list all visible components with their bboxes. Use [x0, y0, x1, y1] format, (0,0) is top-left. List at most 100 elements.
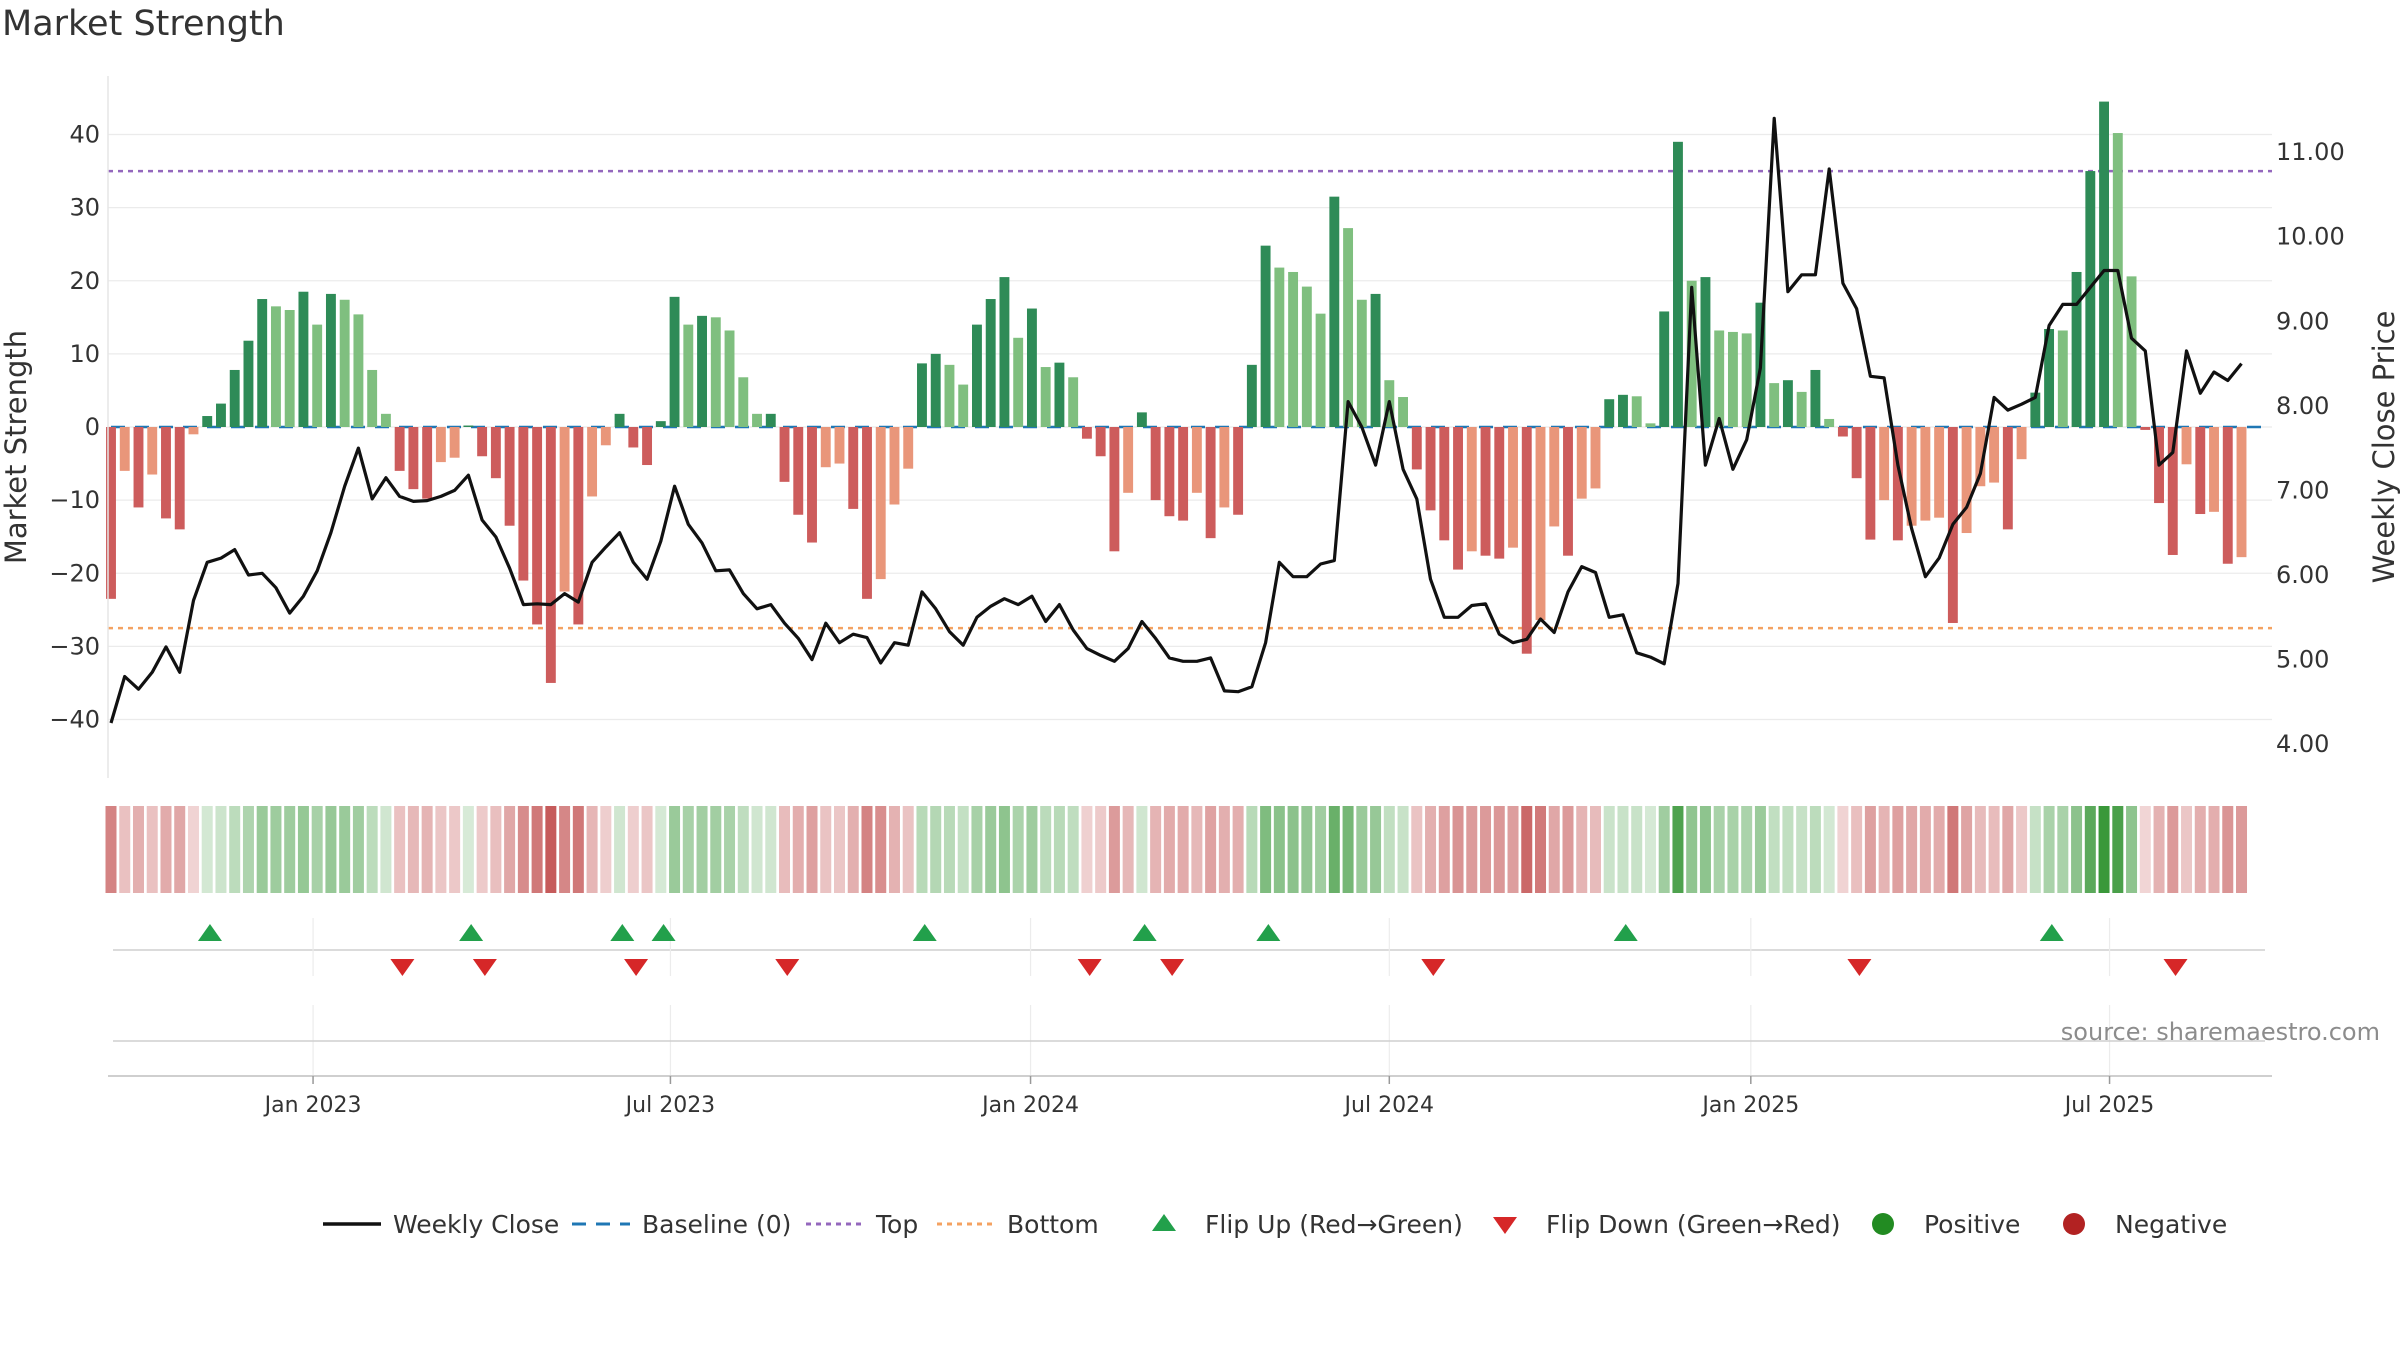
- right-axis-title: Weekly Close Price: [2367, 311, 2400, 584]
- heat-cell: [339, 806, 351, 893]
- strength-bar: [1026, 308, 1037, 427]
- heat-cell: [1548, 806, 1560, 893]
- heat-cell: [2236, 806, 2248, 893]
- strength-bar: [820, 427, 831, 468]
- strength-bar: [1618, 394, 1628, 427]
- strength-bar: [834, 427, 845, 464]
- left-axis-title: Market Strength: [0, 330, 33, 564]
- heat-cell: [1809, 806, 1821, 893]
- heat-cell: [2112, 806, 2124, 893]
- heat-cell: [1603, 806, 1615, 893]
- strength-bar: [1178, 427, 1189, 521]
- strength-bar: [1961, 427, 1972, 534]
- heat-cell: [1713, 806, 1725, 893]
- strength-bar: [738, 377, 749, 427]
- strength-bar: [532, 427, 543, 625]
- strength-bar: [1343, 228, 1354, 427]
- heat-cell: [242, 806, 254, 893]
- left-tick-label: −10: [49, 486, 100, 514]
- strength-bar: [216, 403, 226, 427]
- strength-bar: [1205, 427, 1216, 539]
- strength-bar: [1411, 427, 1422, 470]
- strength-bar: [614, 413, 625, 427]
- heat-cell: [559, 806, 571, 893]
- heat-cell: [1741, 806, 1753, 893]
- heat-cell: [833, 806, 845, 893]
- strength-bar: [903, 427, 914, 469]
- heat-cell: [655, 806, 667, 893]
- strength-bar: [202, 416, 213, 427]
- legend-label: Top: [875, 1210, 918, 1239]
- strength-bar: [284, 310, 295, 427]
- heat-cell: [792, 806, 804, 893]
- heat-cell: [2043, 806, 2055, 893]
- legend-label: Negative: [2115, 1210, 2227, 1239]
- strength-bar: [793, 427, 804, 515]
- strength-bar: [1892, 427, 1903, 541]
- heat-cell: [1301, 806, 1313, 893]
- strength-bar: [463, 425, 474, 427]
- strength-bar: [1714, 330, 1725, 427]
- heat-cell: [1796, 806, 1808, 893]
- strength-bar: [1191, 427, 1202, 493]
- strength-bar: [312, 324, 323, 427]
- right-tick-label: 6.00: [2276, 561, 2329, 589]
- x-tick-label: Jul 2023: [624, 1093, 716, 1118]
- heat-cell: [105, 806, 117, 893]
- strength-bar: [1769, 383, 1780, 427]
- heat-cell: [517, 806, 529, 893]
- strength-bar: [435, 427, 446, 463]
- strength-bar: [1301, 286, 1312, 427]
- strength-bar: [161, 427, 171, 519]
- x-tick-label: Jul 2024: [1343, 1093, 1435, 1118]
- strength-bar: [985, 299, 996, 427]
- heat-cell: [1246, 806, 1258, 893]
- strength-bar: [1494, 427, 1505, 559]
- heat-cell: [160, 806, 172, 893]
- flip-up-marker: [197, 924, 222, 941]
- legend-circle-icon: [1872, 1213, 1894, 1235]
- legend-label: Flip Up (Red→Green): [1205, 1210, 1463, 1239]
- heat-cell: [2194, 806, 2206, 893]
- heat-cell: [1947, 806, 1959, 893]
- left-tick-label: 20: [69, 267, 100, 295]
- heat-cell: [1727, 806, 1739, 893]
- heat-cell: [119, 806, 131, 893]
- strength-bar: [1219, 427, 1230, 508]
- flip-down-marker: [1077, 959, 1102, 976]
- heat-cell: [1177, 806, 1189, 893]
- heat-cell: [861, 806, 873, 893]
- heat-cell: [270, 806, 282, 893]
- strength-bar: [1109, 427, 1120, 552]
- strength-bar: [298, 291, 309, 427]
- heat-cell: [806, 806, 818, 893]
- axes: −40 −30 −20 −10 0 10 20 30 40 4.00 5.00 6.00 7.00 8.0…: [0, 76, 2400, 778]
- heat-cell: [779, 806, 791, 893]
- heat-cell: [1754, 806, 1766, 893]
- right-tick-label: 8.00: [2276, 392, 2329, 420]
- strength-bar: [2140, 427, 2151, 430]
- strength-bar: [642, 427, 653, 466]
- strength-bar: [518, 427, 529, 581]
- strength-bar: [106, 427, 116, 599]
- strength-bar: [243, 340, 254, 427]
- strength-bar: [2071, 271, 2082, 427]
- heat-cell: [1136, 806, 1148, 893]
- strength-bar: [1453, 427, 1463, 570]
- heat-cell: [1672, 806, 1684, 893]
- weekly-close-line: [109, 116, 2243, 724]
- strength-bar: [1370, 293, 1381, 427]
- flip-down-marker: [1421, 959, 1446, 976]
- heat-cell: [421, 806, 433, 893]
- strength-bar: [1576, 427, 1587, 499]
- heat-cell: [1851, 806, 1863, 893]
- flip-down-marker: [1160, 959, 1185, 976]
- flip-down-marker: [1847, 959, 1872, 976]
- heat-cell: [627, 806, 639, 893]
- strength-bar: [1123, 427, 1134, 493]
- heat-cell: [1287, 806, 1299, 893]
- strength-bar: [119, 427, 130, 471]
- x-tick-label: Jul 2025: [2063, 1093, 2155, 1118]
- heat-cell: [2057, 806, 2069, 893]
- heat-cell: [2126, 806, 2138, 893]
